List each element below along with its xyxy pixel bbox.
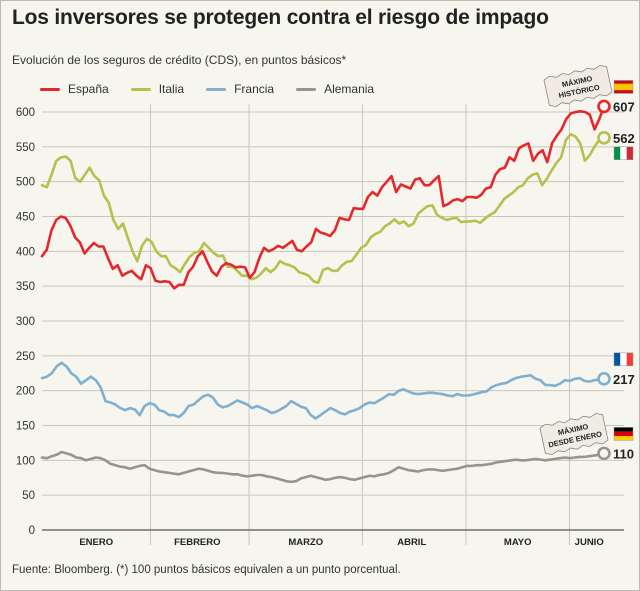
y-tick-label: 150 xyxy=(16,421,35,433)
y-tick-label: 350 xyxy=(16,281,35,293)
series-line-spain xyxy=(40,105,606,290)
x-tick-label: MAYO xyxy=(504,537,532,548)
y-tick-label: 550 xyxy=(16,142,35,154)
chart-subtitle: Evolución de los seguros de crédito (CDS… xyxy=(12,53,347,67)
legend-item-spain: España xyxy=(40,82,109,96)
series-line-italy xyxy=(40,133,606,285)
chart-title: Los inversores se protegen contra el rie… xyxy=(12,6,549,29)
legend-label-spain: España xyxy=(68,82,109,96)
end-marker-spain xyxy=(597,99,611,114)
value-label-spain: 607 xyxy=(613,99,635,114)
x-tick-label: MARZO xyxy=(288,537,323,548)
legend-swatch-italy xyxy=(130,87,151,91)
legend-item-italy: Italia xyxy=(130,82,185,96)
series-line-france xyxy=(40,361,606,420)
legend-swatch-germany xyxy=(296,87,317,91)
spain-flag-icon xyxy=(613,80,634,94)
series-line-germany xyxy=(40,450,606,484)
y-tick-label: 450 xyxy=(16,212,35,224)
legend-label-italy: Italia xyxy=(158,82,185,96)
value-label-germany: 110 xyxy=(613,446,634,461)
y-tick-label: 250 xyxy=(16,351,35,363)
y-tick-label: 50 xyxy=(22,490,35,502)
x-tick-label: ABRIL xyxy=(397,537,426,548)
italy-flag-icon xyxy=(613,146,634,161)
value-label-italy: 562 xyxy=(613,131,635,146)
y-tick-label: 100 xyxy=(16,455,35,467)
legend: España Italia Francia Alemania xyxy=(40,81,396,97)
source-note: Fuente: Bloomberg. (*) 100 puntos básico… xyxy=(12,564,401,576)
legend-item-germany: Alemania xyxy=(296,82,374,96)
x-tick-label: ENERO xyxy=(79,537,113,548)
end-marker-germany xyxy=(597,446,611,461)
end-marker-italy xyxy=(597,130,611,145)
cds-line-chart: 0 50 100 150 200 250 300 350 400 450 500 550 600 ENER… xyxy=(16,65,635,548)
germany-flag-icon xyxy=(613,427,634,441)
y-tick-label: 400 xyxy=(16,246,35,258)
end-marker-france xyxy=(597,372,611,386)
x-tick-label: FEBRERO xyxy=(174,537,220,548)
y-tick-label: 300 xyxy=(16,316,35,328)
y-tick-label: 600 xyxy=(16,107,35,119)
x-tick-label: JUNIO xyxy=(575,537,604,548)
value-label-france: 217 xyxy=(613,372,635,387)
y-tick-label: 200 xyxy=(16,386,35,398)
legend-swatch-france xyxy=(206,87,227,91)
legend-label-germany: Alemania xyxy=(324,82,375,96)
france-flag-icon xyxy=(613,352,634,367)
legend-item-france: Francia xyxy=(206,82,274,96)
y-tick-label: 500 xyxy=(16,177,35,189)
y-tick-label: 0 xyxy=(29,525,35,537)
legend-label-france: Francia xyxy=(234,82,275,96)
legend-swatch-spain xyxy=(40,87,60,91)
